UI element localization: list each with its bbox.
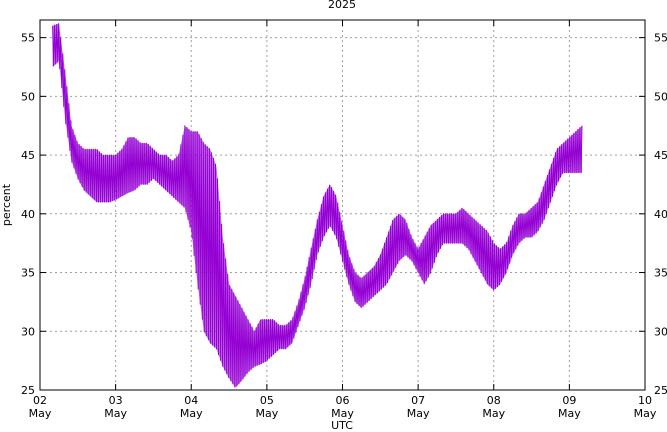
x-tick-label-month: May xyxy=(407,407,430,420)
y-tick-label: 25 xyxy=(21,384,35,397)
y-tick-label: 35 xyxy=(21,267,35,280)
y-tick-label-right: 35 xyxy=(654,267,667,280)
x-tick-label-day: 07 xyxy=(411,394,425,407)
y-tick-label: 50 xyxy=(21,90,35,103)
x-tick-label-day: 06 xyxy=(336,394,350,407)
x-tick-label-day: 10 xyxy=(638,394,652,407)
y-tick-label: 55 xyxy=(21,32,35,45)
series-band xyxy=(52,23,583,388)
x-tick-label-month: May xyxy=(104,407,127,420)
x-tick-label-day: 02 xyxy=(33,394,47,407)
y-tick-label-right: 45 xyxy=(654,149,667,162)
y-tick-label-right: 30 xyxy=(654,325,667,338)
x-tick-label-month: May xyxy=(634,407,657,420)
y-tick-label: 30 xyxy=(21,325,35,338)
y-tick-label-right: 55 xyxy=(654,32,667,45)
x-tick-label-month: May xyxy=(331,407,354,420)
x-tick-label-month: May xyxy=(180,407,203,420)
y-tick-label-right: 40 xyxy=(654,208,667,221)
x-tick-label-day: 03 xyxy=(109,394,123,407)
y-tick-label: 40 xyxy=(21,208,35,221)
x-tick-label-month: May xyxy=(482,407,505,420)
x-tick-label-day: 05 xyxy=(260,394,274,407)
x-tick-label-month: May xyxy=(256,407,279,420)
x-tick-label-day: 09 xyxy=(562,394,576,407)
x-tick-label-month: May xyxy=(29,407,52,420)
series-line xyxy=(52,23,583,388)
y-axis-label: percent xyxy=(0,183,13,226)
right-y-tick-labels: 25 30 35 40 45 50 55 xyxy=(654,32,667,397)
x-tick-label-day: 08 xyxy=(487,394,501,407)
x-tick-labels: 02May03May04May05May06May07May08May09May… xyxy=(29,394,657,420)
left-y-tick-labels: 25 30 35 40 45 50 55 xyxy=(21,32,35,397)
y-tick-label-right: 25 xyxy=(654,384,667,397)
y-tick-label-right: 50 xyxy=(654,90,667,103)
x-axis-label: UTC xyxy=(331,419,353,432)
grid xyxy=(39,20,646,391)
y-tick-label: 45 xyxy=(21,149,35,162)
x-tick-label-day: 04 xyxy=(184,394,198,407)
ticks xyxy=(39,20,646,391)
data-layer xyxy=(52,23,583,388)
chart-title: 2025 xyxy=(328,0,356,11)
x-tick-label-month: May xyxy=(558,407,581,420)
